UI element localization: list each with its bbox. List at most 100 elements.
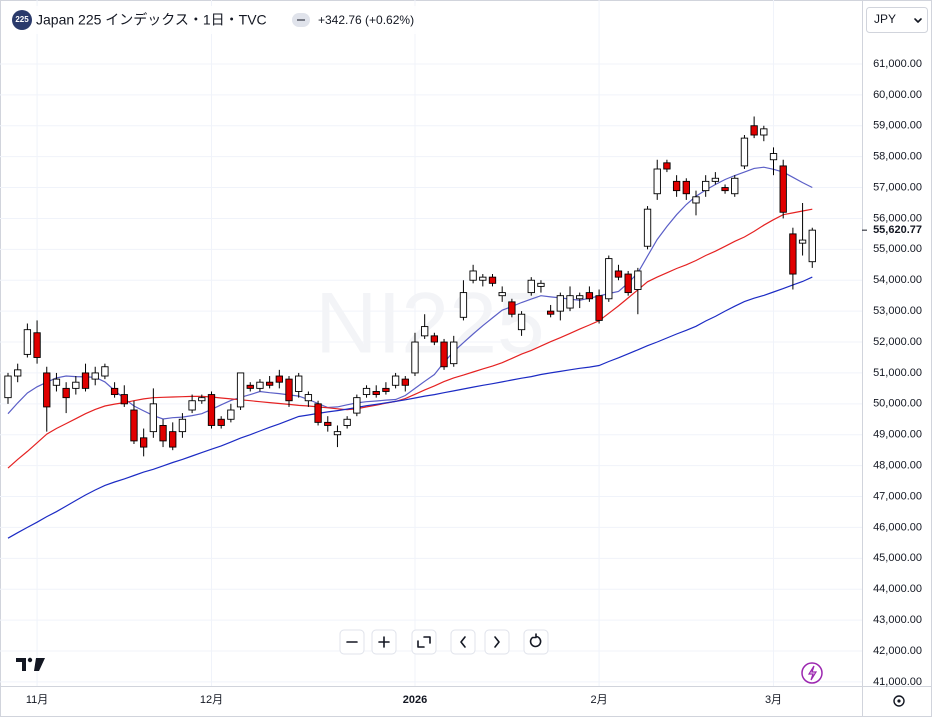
scroll-left-button[interactable]: [450, 629, 476, 655]
y-tick-label: 55,000.00: [873, 243, 922, 255]
candle-body: [120, 394, 128, 405]
candle-body: [14, 369, 22, 377]
candle-body: [672, 180, 681, 192]
candle-body: [634, 270, 642, 290]
candle-body: [750, 125, 758, 136]
candle-body: [275, 375, 283, 383]
candle-body: [731, 177, 739, 195]
moving-average-line: [7, 166, 813, 420]
candle-body: [295, 375, 303, 392]
candle-body: [62, 387, 70, 399]
reset-button[interactable]: [523, 629, 549, 655]
candle-body: [362, 387, 371, 396]
fullscreen-button[interactable]: [411, 629, 437, 655]
candle-body: [527, 279, 535, 294]
candle-body: [663, 162, 671, 170]
candle-body: [159, 425, 167, 442]
y-tick-label: 48,000.00: [873, 460, 922, 472]
candle-body: [721, 187, 729, 192]
y-tick-label: 61,000.00: [873, 58, 922, 70]
icon: [897, 699, 901, 703]
icon: [460, 636, 466, 648]
tradingview-logo: [16, 657, 45, 671]
candle-body: [198, 397, 206, 402]
watermark: NI225: [315, 276, 545, 372]
y-tick-label: 42,000.00: [873, 645, 922, 657]
candle-body: [585, 292, 594, 300]
x-tick-label: 11月: [26, 694, 48, 706]
plot: [4, 116, 816, 539]
candle-body: [101, 366, 109, 377]
icon: [494, 636, 500, 648]
header-bg: [4, 6, 444, 34]
candle-body: [556, 295, 564, 312]
price-change: +342.76 (+0.62%): [318, 13, 414, 27]
candle-body: [682, 180, 690, 195]
candle-body: [81, 372, 90, 389]
logo-part: [16, 658, 26, 671]
candle-body: [343, 418, 351, 426]
candle-body: [324, 421, 332, 426]
candle-body: [382, 387, 390, 392]
x-tick-label: 2026: [403, 694, 427, 706]
candle-body: [246, 384, 254, 389]
moving-average-line: [7, 208, 813, 469]
last-price-label: 55,620.77: [873, 224, 922, 236]
x-tick-label: 12月: [200, 694, 223, 706]
candle-body: [72, 381, 80, 389]
y-tick-label: 59,000.00: [873, 120, 922, 132]
candle-body: [285, 378, 293, 402]
symbol-title: Japan 225 インデックス・1日・TVC: [36, 12, 267, 28]
y-tick-label: 57,000.00: [873, 181, 922, 193]
candle-body: [614, 270, 623, 278]
y-tick-label: 46,000.00: [873, 521, 922, 533]
candle-body: [566, 295, 574, 309]
y-tick-label: 51,000.00: [873, 367, 922, 379]
y-axis: 41,000.00 42,000.00 43,000.00 44,000.00 45,0…: [862, 58, 922, 688]
y-tick-label: 47,000.00: [873, 490, 922, 502]
y-tick-label: 45,000.00: [873, 552, 922, 564]
candle-body: [304, 394, 313, 402]
currency-select[interactable]: [866, 7, 928, 33]
candle-body: [236, 372, 245, 408]
symbol-badge: [12, 10, 32, 30]
candle-body: [265, 381, 274, 386]
alert-button[interactable]: [801, 662, 823, 684]
candle-body: [450, 341, 458, 365]
candle-body: [576, 295, 584, 300]
candle-body: [140, 437, 148, 448]
y-tick-label: 44,000.00: [873, 583, 922, 595]
y-tick-label: 41,000.00: [873, 676, 922, 688]
candle-body: [430, 335, 439, 343]
candle-body: [469, 270, 477, 281]
candle-body: [217, 418, 225, 426]
settings-button[interactable]: [893, 695, 905, 707]
candle-body: [178, 418, 187, 433]
x-tick-label: 2月: [591, 694, 608, 706]
candle-body: [702, 180, 710, 192]
scroll-right-button[interactable]: [484, 629, 510, 655]
y-tick-label: 50,000.00: [873, 398, 922, 410]
dropdown-arrow: [914, 18, 922, 23]
candle-body: [43, 372, 51, 408]
candle-body: [440, 341, 448, 368]
candle-body: [798, 239, 807, 244]
y-tick-label: 54,000.00: [873, 274, 922, 286]
candle-body: [333, 431, 342, 436]
y-tick-label: 60,000.00: [873, 89, 922, 101]
x-tick-label: 3月: [765, 694, 782, 706]
candle-body: [314, 403, 322, 423]
candle-body: [4, 375, 12, 399]
candle-body: [740, 137, 749, 167]
candle-body: [411, 341, 419, 374]
candle-body: [130, 409, 138, 442]
candle-body: [459, 292, 468, 318]
candle-body: [52, 378, 61, 386]
candle-body: [624, 273, 632, 294]
candle-body: [546, 310, 555, 315]
icon: [529, 633, 542, 648]
candle-body: [789, 233, 797, 275]
candle-body: [760, 128, 768, 136]
candle-body: [227, 409, 235, 420]
